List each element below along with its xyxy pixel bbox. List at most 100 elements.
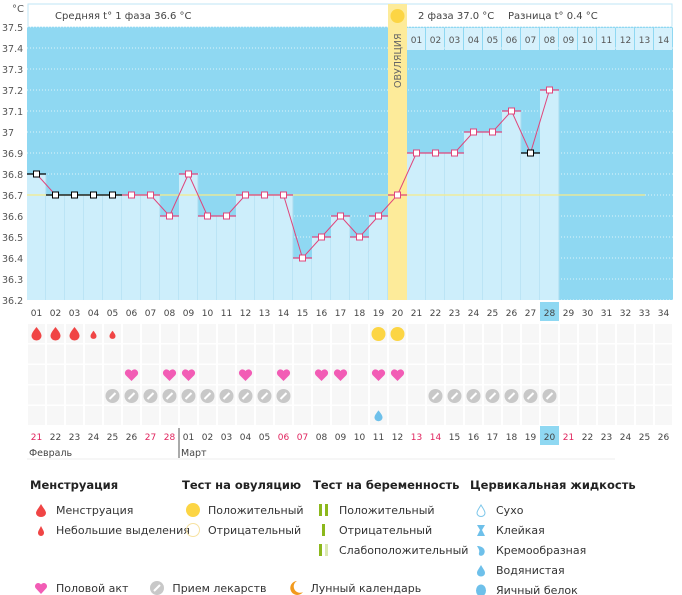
- calendar-date-label: 11: [373, 433, 384, 443]
- calendar-date-label: 20: [544, 433, 556, 443]
- heart-icon: [333, 369, 348, 381]
- luteal-day-cell: [597, 28, 615, 50]
- legend-item: Отрицательный: [182, 520, 304, 540]
- event-cell: [161, 344, 178, 364]
- event-cell: [332, 406, 349, 425]
- ovulation-test-positive-icon: [390, 327, 405, 341]
- luteal-day-label: 06: [506, 36, 518, 46]
- event-cell: [503, 365, 520, 384]
- event-cell: [560, 324, 577, 343]
- temperature-point: [318, 233, 325, 241]
- temperature-bar: [46, 195, 65, 300]
- cycle-day-label: 14: [278, 309, 290, 319]
- temperature-bar: [407, 153, 426, 300]
- event-cell: [313, 324, 330, 343]
- pill-stripe: [545, 392, 554, 400]
- event-cell: [28, 406, 45, 425]
- temperature-point: [109, 191, 116, 199]
- event-cell: [484, 344, 501, 364]
- event-cell: [47, 344, 64, 364]
- legend-title: Менструация: [30, 478, 119, 492]
- cycle-day-label: 24: [468, 309, 480, 319]
- heart-icon: [162, 369, 177, 381]
- cycle-day-label: 06: [126, 309, 138, 319]
- y-tick-label: 37.1: [2, 107, 23, 118]
- event-cell: [389, 385, 406, 405]
- two-lines-icon: [313, 503, 335, 517]
- event-cell: [617, 324, 634, 343]
- temperature-point: [71, 191, 78, 199]
- luteal-day-cell: [540, 28, 558, 50]
- luteal-day-label: 09: [563, 36, 575, 46]
- temperature-point: [128, 191, 135, 199]
- event-cell: [85, 385, 102, 405]
- event-cell: [161, 406, 178, 425]
- event-cell: [142, 344, 159, 364]
- ovulation-label: ОВУЛЯЦИЯ: [393, 33, 404, 88]
- event-cell: [161, 324, 178, 343]
- cycle-day-label: 22: [430, 309, 441, 319]
- menstruation-icon: [50, 327, 61, 341]
- cycle-day-label: 02: [50, 309, 61, 319]
- pill-stripe: [526, 392, 535, 400]
- temperature-bar: [84, 195, 103, 300]
- temperature-bar: [122, 195, 141, 300]
- luteal-day-cell: [483, 28, 501, 50]
- legend-title: Тест на беременность: [313, 478, 460, 492]
- cycle-day-label: 23: [449, 309, 460, 319]
- event-cell: [199, 406, 216, 425]
- temperature-point: [508, 107, 515, 115]
- event-cell: [655, 365, 672, 384]
- event-cell: [636, 406, 653, 425]
- event-cell: [427, 344, 444, 364]
- luteal-day-label: 01: [411, 36, 422, 46]
- heart-icon: [390, 369, 405, 381]
- cycle-day-label: 11: [221, 309, 232, 319]
- event-cell: [408, 324, 425, 343]
- calendar-date-label: 21: [31, 433, 42, 443]
- calendar-date-label: 16: [468, 433, 480, 443]
- cycle-day-label: 31: [601, 309, 612, 319]
- event-cell: [180, 406, 197, 425]
- temperature-bar: [65, 195, 84, 300]
- event-cell: [503, 406, 520, 425]
- legend-title: Тест на овуляцию: [182, 478, 302, 492]
- luteal-day-cell: [521, 28, 539, 50]
- legend-item: Кремообразная: [470, 540, 636, 560]
- y-tick-label: 37: [2, 128, 14, 139]
- calendar-date-label: 06: [278, 433, 290, 443]
- calendar-date-label: 15: [449, 433, 460, 443]
- cycle-day-label: 25: [487, 309, 498, 319]
- event-cell: [541, 406, 558, 425]
- unit-label: °C: [12, 4, 24, 15]
- calendar-date-label: 23: [601, 433, 612, 443]
- legend-label: Небольшие выделения: [56, 523, 190, 537]
- calendar-date-label: 10: [354, 433, 366, 443]
- luteal-day-cell: [445, 28, 463, 50]
- legend-item: Половой акт: [30, 578, 128, 595]
- y-tick-label: 37.5: [2, 23, 23, 34]
- event-cell: [579, 344, 596, 364]
- event-cell: [180, 344, 197, 364]
- calendar-date-label: 01: [183, 433, 194, 443]
- cycle-day-label: 01: [31, 309, 42, 319]
- luteal-day-label: 12: [620, 36, 631, 46]
- event-cell: [522, 324, 539, 343]
- legend-item: Яичный белок: [470, 580, 636, 595]
- legend-label: Положительный: [339, 503, 435, 517]
- event-cell: [446, 324, 463, 343]
- event-cell: [313, 344, 330, 364]
- event-cell: [655, 344, 672, 364]
- temperature-point: [261, 191, 268, 199]
- event-cell: [199, 365, 216, 384]
- temperature-point: [223, 212, 230, 220]
- cycle-day-label: 32: [620, 309, 631, 319]
- drop-large-icon: [30, 503, 52, 517]
- temperature-bar: [312, 237, 331, 300]
- event-cell: [85, 406, 102, 425]
- event-cell: [598, 406, 615, 425]
- circle-outline-icon: [182, 522, 204, 538]
- luteal-day-label: 08: [544, 36, 556, 46]
- event-cell: [427, 406, 444, 425]
- temperature-point: [90, 191, 97, 199]
